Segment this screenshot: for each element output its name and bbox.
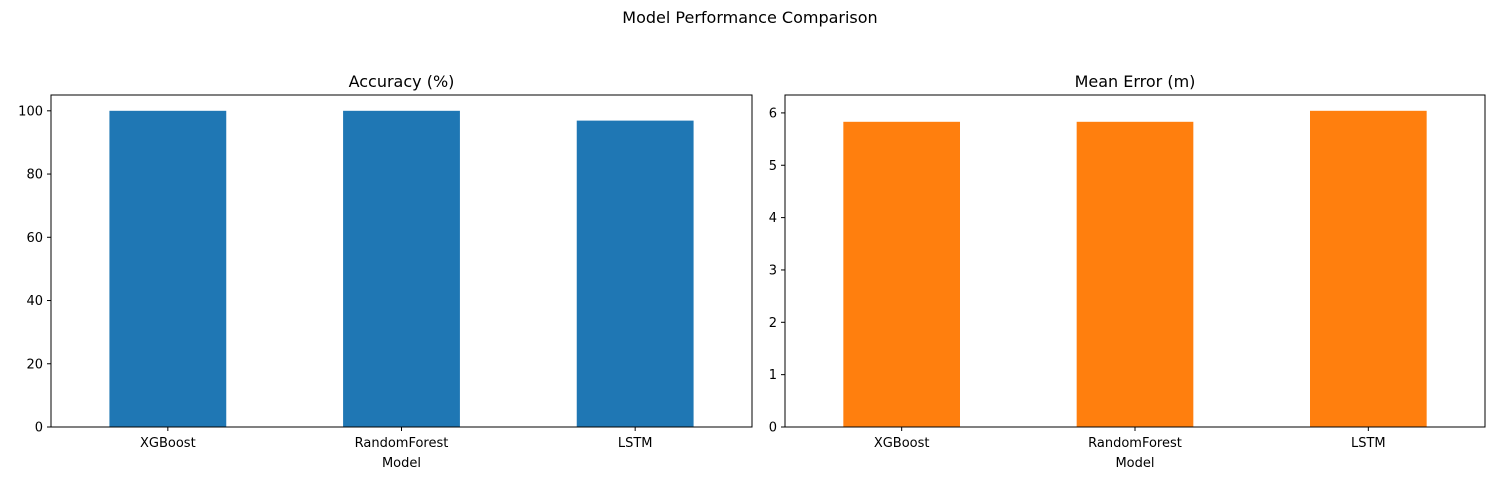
accuracy-xaxis-label: Model <box>382 456 421 471</box>
figure-suptitle: Model Performance Comparison <box>622 8 878 27</box>
mean-error-ytick-label: 1 <box>769 368 777 383</box>
accuracy-chart-title: Accuracy (%) <box>349 72 455 91</box>
mean-error-chart: 0 1 2 3 4 5 6 XGBoost RandomForest LSTM Model Mean … <box>769 72 1486 471</box>
mean-error-ytick-label: 3 <box>769 263 777 278</box>
accuracy-ytick-label: 0 <box>35 421 43 436</box>
accuracy-chart: 0 20 40 60 80 100 XGBoost RandomForest LSTM Model… <box>18 72 753 471</box>
accuracy-xtick-label: LSTM <box>618 436 653 451</box>
mean-error-ytick-label: 5 <box>769 159 777 174</box>
mean-error-bar-lstm <box>1310 110 1427 428</box>
mean-error-chart-title: Mean Error (m) <box>1075 72 1196 91</box>
accuracy-xtick-label: XGBoost <box>140 436 196 451</box>
mean-error-ytick-label: 2 <box>769 316 777 331</box>
mean-error-xtick-label: RandomForest <box>1088 436 1182 451</box>
accuracy-ytick-label: 60 <box>26 231 43 246</box>
mean-error-xtick-label: LSTM <box>1351 436 1386 451</box>
accuracy-xtick-label: RandomForest <box>355 436 449 451</box>
accuracy-ytick-label: 40 <box>26 294 43 309</box>
accuracy-bar-randomforest <box>343 110 460 428</box>
accuracy-bar-xgboost <box>109 110 227 428</box>
mean-error-xaxis-label: Model <box>1115 456 1154 471</box>
mean-error-bar-randomforest <box>1076 121 1194 427</box>
mean-error-ytick-label: 6 <box>769 106 777 121</box>
accuracy-ytick-label: 20 <box>26 357 43 372</box>
accuracy-ytick-label: 100 <box>18 104 43 119</box>
mean-error-ytick-label: 0 <box>769 421 777 436</box>
accuracy-ytick-label: 80 <box>26 168 43 183</box>
mean-error-xtick-label: XGBoost <box>874 436 930 451</box>
accuracy-bar-lstm <box>576 120 694 428</box>
mean-error-ytick-label: 4 <box>769 211 777 226</box>
mean-error-bar-xgboost <box>843 121 960 427</box>
